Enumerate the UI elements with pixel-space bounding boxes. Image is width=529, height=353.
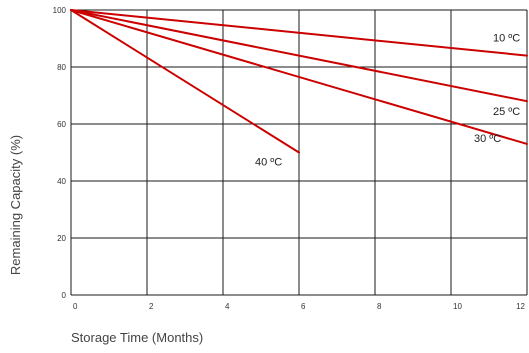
series-label-3: 40 ºC	[255, 157, 282, 169]
series-line-3	[70, 9, 300, 154]
x-tick-label: 0	[73, 302, 78, 311]
y-tick-labels: 0 20 40 60 80 100	[53, 6, 67, 300]
y-axis-title: Remaining Capacity (%)	[8, 135, 23, 275]
series-label-0: 10 ºC	[493, 33, 520, 45]
series-line-0	[70, 9, 528, 57]
x-tick-label: 12	[516, 302, 525, 311]
x-tick-label: 8	[377, 302, 382, 311]
series-group	[70, 9, 528, 154]
y-tick-label: 60	[57, 120, 66, 129]
y-tick-label: 20	[57, 234, 66, 243]
y-tick-label: 80	[57, 63, 66, 72]
y-tick-label: 0	[62, 291, 67, 300]
y-tick-label: 40	[57, 177, 66, 186]
grid	[70, 9, 528, 296]
series-labels: 10 ºC 25 ºC 30 ºC 40 ºC	[255, 33, 520, 169]
x-axis-title: Storage Time (Months)	[71, 330, 203, 345]
series-line-1	[70, 9, 528, 103]
x-tick-labels: 0 2 4 6 8 10 12	[73, 302, 526, 311]
series-label-1: 25 ºC	[493, 106, 520, 118]
x-tick-label: 2	[149, 302, 154, 311]
y-tick-label: 100	[53, 6, 67, 15]
x-tick-label: 4	[225, 302, 230, 311]
x-tick-label: 10	[453, 302, 462, 311]
series-line-2	[70, 9, 528, 145]
series-label-2: 30 ºC	[474, 133, 501, 145]
x-tick-label: 6	[301, 302, 306, 311]
